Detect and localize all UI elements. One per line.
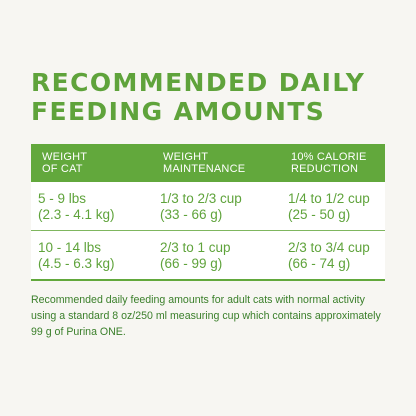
cell-weight: 5 - 9 lbs (2.3 - 4.1 kg) xyxy=(38,191,115,223)
header-calorie-reduction: 10% CALORIE REDUCTION xyxy=(291,151,383,175)
header-weight-maintenance-line-2: MAINTENANCE xyxy=(163,163,246,175)
header-calorie-reduction-line-1: 10% CALORIE xyxy=(291,151,367,163)
header-weight-maintenance-line-1: WEIGHT xyxy=(163,151,209,163)
cell-reduction: 2/3 to 3/4 cup (66 - 74 g) xyxy=(288,240,370,272)
title-line-2: FEEDING AMOUNTS xyxy=(31,97,326,126)
page-title: RECOMMENDED DAILY FEEDING AMOUNTS xyxy=(31,68,365,126)
table-bottom-rule xyxy=(31,279,385,281)
cell-reduction-cups: 1/4 to 1/2 cup xyxy=(288,191,370,206)
cell-maintenance-grams: (66 - 99 g) xyxy=(160,256,223,271)
cell-weight-lbs: 10 - 14 lbs xyxy=(38,240,102,255)
header-weight-maintenance: WEIGHT MAINTENANCE xyxy=(163,151,273,175)
header-weight-of-cat: WEIGHT OF CAT xyxy=(42,151,142,175)
cell-reduction-grams: (25 - 50 g) xyxy=(288,207,351,222)
cell-weight-kg: (2.3 - 4.1 kg) xyxy=(38,207,115,222)
table-row: 5 - 9 lbs (2.3 - 4.1 kg) 1/3 to 2/3 cup … xyxy=(31,182,385,231)
header-weight-of-cat-line-1: WEIGHT xyxy=(42,151,88,163)
feeding-note-line-3: 99 g of Purina ONE. xyxy=(31,326,126,338)
table-row: 10 - 14 lbs (4.5 - 6.3 kg) 2/3 to 1 cup … xyxy=(31,231,385,279)
cell-reduction-cups: 2/3 to 3/4 cup xyxy=(288,240,370,255)
cell-maintenance: 2/3 to 1 cup (66 - 99 g) xyxy=(160,240,231,272)
cell-reduction: 1/4 to 1/2 cup (25 - 50 g) xyxy=(288,191,370,223)
header-calorie-reduction-line-2: REDUCTION xyxy=(291,163,359,175)
table-header: WEIGHT OF CAT WEIGHT MAINTENANCE 10% CAL… xyxy=(31,144,385,182)
cell-maintenance-grams: (33 - 66 g) xyxy=(160,207,223,222)
cell-reduction-grams: (66 - 74 g) xyxy=(288,256,351,271)
title-line-1: RECOMMENDED DAILY xyxy=(31,68,366,97)
header-weight-of-cat-line-2: OF CAT xyxy=(42,163,83,175)
cell-weight-kg: (4.5 - 6.3 kg) xyxy=(38,256,115,271)
cell-maintenance-cups: 1/3 to 2/3 cup xyxy=(160,191,242,206)
cell-weight: 10 - 14 lbs (4.5 - 6.3 kg) xyxy=(38,240,115,272)
cell-maintenance: 1/3 to 2/3 cup (33 - 66 g) xyxy=(160,191,242,223)
feeding-note-line-1: Recommended daily feeding amounts for ad… xyxy=(31,294,365,306)
feeding-note-line-2: using a standard 8 oz/250 ml measuring c… xyxy=(31,310,381,322)
cell-maintenance-cups: 2/3 to 1 cup xyxy=(160,240,231,255)
cell-weight-lbs: 5 - 9 lbs xyxy=(38,191,87,206)
feeding-table: WEIGHT OF CAT WEIGHT MAINTENANCE 10% CAL… xyxy=(31,144,385,281)
feeding-note: Recommended daily feeding amounts for ad… xyxy=(31,292,391,340)
